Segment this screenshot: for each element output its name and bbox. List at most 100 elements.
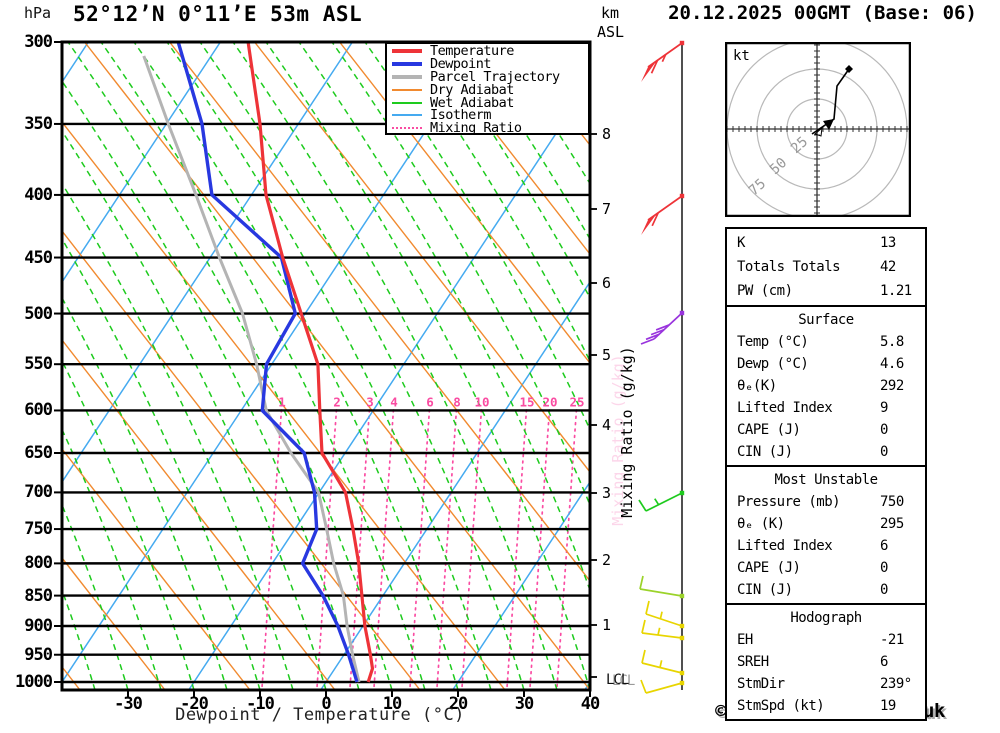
legend-label: Isotherm [430, 107, 492, 124]
km-tick-label: 3 [602, 484, 612, 502]
km-tick-label: 6 [602, 274, 612, 292]
legend-item: Parcel Trajectory [387, 69, 588, 85]
km-tick-label: 2 [602, 551, 612, 569]
temp-tick-label: 20 [448, 694, 468, 714]
isotherm-line [320, 280, 590, 690]
wet-adiabat-line [232, 42, 558, 690]
wind-barb [641, 193, 685, 235]
row-label: Pressure (mb) [737, 494, 841, 510]
row-value: 239° [880, 676, 912, 692]
table-row: CAPE (J) 0 [727, 419, 925, 441]
legend-item: Wet Adiabat [387, 95, 588, 111]
dewpoint-curve [176, 42, 359, 683]
temperature-curve [246, 42, 375, 683]
mixing-ratio-line [505, 409, 528, 690]
xaxis-title: Dewpoint / Temperature (°C) [175, 705, 465, 725]
row-value: 42 [880, 259, 896, 275]
pressure-tick-label: 750 [24, 519, 53, 540]
pressure-tick-label: 700 [24, 482, 53, 503]
wet-adiabat-line [62, 79, 360, 690]
mixing-ratio-line [372, 409, 395, 690]
dry-adiabat-line [62, 338, 336, 690]
pressure-tick-label: 850 [24, 585, 53, 606]
pressure-tick-label: 1000 [15, 672, 53, 692]
pressure-tick-label: 550 [24, 354, 53, 375]
temp-tick-label: 0 [321, 694, 331, 714]
hodograph-end-marker [845, 65, 853, 73]
wind-barb [640, 310, 685, 345]
hodograph-origin-marker [814, 126, 823, 137]
pressure-tick-label: 950 [24, 644, 53, 665]
row-value: 9 [880, 400, 888, 416]
table-row: θₑ (K) 295 [727, 513, 925, 535]
km-tick-label: 7 [602, 200, 612, 218]
dry-adiabat-line [62, 229, 421, 690]
pressure-tick-label: 300 [24, 32, 53, 52]
legend-item: Dewpoint [387, 56, 588, 72]
legend-item: Dry Adiabat [387, 81, 588, 98]
row-value: 0 [880, 560, 888, 576]
row-label: θₑ(K) [737, 378, 777, 394]
isotherm-line [62, 42, 354, 484]
row-value: 0 [880, 422, 888, 438]
row-label: PW (cm) [737, 283, 793, 299]
row-label: Totals Totals [737, 259, 841, 275]
dry-adiabat-line [62, 447, 251, 690]
hodograph-ring-label: 50 [767, 155, 790, 178]
row-label: Lifted Index [737, 538, 833, 554]
table-row: CAPE (J) 0 [727, 557, 925, 579]
row-value: 750 [880, 494, 904, 510]
row-label: StmDir [737, 676, 785, 692]
temp-tick-label: -20 [180, 694, 209, 714]
table-row: Pressure (mb) 750 [727, 491, 925, 513]
wet-adiabat-line [62, 237, 261, 690]
pressure-tick-label: 600 [24, 400, 53, 421]
wind-barb [638, 490, 685, 512]
mixing-ratio-label: 4 [390, 394, 398, 410]
wet-adiabat-line [62, 129, 327, 690]
row-value: 1.21 [880, 283, 912, 299]
km-tick-label: 5 [602, 346, 612, 364]
table-row: K 13 [727, 231, 925, 255]
legend-swatch-mixing-ratio [392, 127, 422, 130]
pressure-unit-label: hPa [24, 4, 52, 22]
mixing-ratio-label: 3 [366, 394, 374, 410]
legend-label: Temperature [430, 43, 514, 60]
table-row: SREH 6 [727, 651, 925, 673]
legend-swatch-dewpoint [392, 62, 422, 67]
legend-label: Dry Adiabat [430, 81, 514, 98]
temp-tick-label: 10 [382, 694, 402, 714]
table-row: Temp (°C) 5.8 [727, 331, 925, 353]
legend-swatch-parcel-trajectory [392, 74, 422, 79]
pressure-tick-label: 450 [24, 247, 53, 268]
pressure-tick-label: 350 [24, 113, 53, 134]
row-label: CAPE (J) [737, 560, 801, 576]
mixing-ratio-label: 8 [453, 394, 461, 410]
wet-adiabat-line [62, 296, 228, 690]
row-value: 13 [880, 235, 896, 251]
table-row: θₑ(K) 292 [727, 375, 925, 397]
dry-adiabat-line [84, 42, 590, 690]
legend-swatch-wet-adiabat [392, 101, 422, 104]
row-label: SREH [737, 654, 769, 670]
row-value: 5.8 [880, 334, 904, 350]
legend-item: Isotherm [387, 107, 588, 124]
table-row: Totals Totals 42 [727, 255, 925, 279]
hodograph-ring-label: 75 [746, 176, 769, 199]
table-row: CIN (J) 0 [727, 579, 925, 601]
km-tick-label: 8 [602, 125, 612, 143]
dry-adiabat-line [424, 42, 590, 256]
wind-barb [640, 679, 685, 694]
wet-adiabat-line [62, 427, 162, 690]
hodograph-trace [811, 68, 850, 135]
km-tick-label: 1 [602, 616, 612, 634]
table-row: StmDir 239° [727, 673, 925, 695]
wet-adiabat-line [62, 182, 294, 690]
wind-barb [641, 40, 685, 82]
table-row: Lifted Index 6 [727, 535, 925, 557]
dry-adiabat-line [339, 42, 590, 365]
dry-adiabat-line [169, 42, 590, 583]
